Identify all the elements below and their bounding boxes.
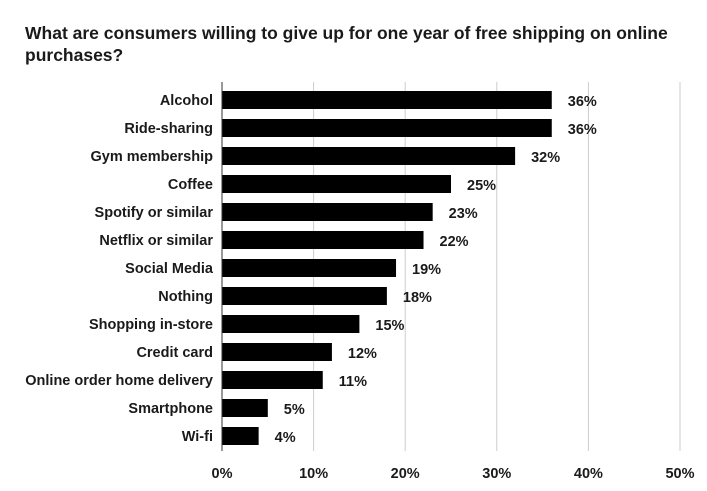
category-label: Social Media: [125, 261, 214, 277]
value-label: 4%: [275, 430, 296, 446]
bar: [222, 287, 387, 305]
value-label: 19%: [412, 262, 441, 278]
category-label: Credit card: [136, 345, 213, 361]
category-label: Spotify or similar: [95, 205, 214, 221]
bar: [222, 147, 516, 165]
x-tick-label: 10%: [299, 466, 328, 482]
bar: [222, 175, 451, 193]
bar: [222, 203, 433, 221]
category-label: Gym membership: [91, 149, 214, 165]
value-label: 22%: [440, 234, 469, 250]
bar: [222, 259, 397, 277]
value-label: 11%: [339, 374, 367, 390]
value-label: 15%: [375, 318, 404, 334]
bar: [222, 427, 259, 445]
value-label: 36%: [568, 94, 597, 110]
category-label: Netflix or similar: [99, 233, 213, 249]
value-label: 25%: [467, 178, 496, 194]
x-tick-label: 50%: [665, 466, 694, 482]
x-tick-label: 20%: [391, 466, 420, 482]
value-label: 12%: [348, 346, 377, 362]
value-label: 18%: [403, 290, 432, 306]
bar: [222, 371, 323, 389]
category-label: Alcohol: [160, 93, 213, 109]
bar: [222, 315, 360, 333]
x-tick-label: 0%: [212, 466, 233, 482]
bar: [222, 119, 552, 137]
value-label: 36%: [568, 122, 597, 138]
bar: [222, 399, 268, 417]
value-label: 23%: [449, 206, 478, 222]
category-label: Wi-fi: [182, 429, 213, 445]
bar: [222, 91, 552, 109]
chart-title: What are consumers willing to give up fo…: [25, 23, 668, 65]
x-tick-label: 40%: [574, 466, 603, 482]
bar: [222, 343, 332, 361]
x-tick-label: 30%: [482, 466, 511, 482]
category-label: Coffee: [168, 177, 213, 193]
category-label: Ride-sharing: [124, 121, 213, 137]
category-label: Nothing: [158, 289, 213, 305]
category-label: Shopping in-store: [89, 317, 213, 333]
value-label: 32%: [531, 150, 560, 166]
bar: [222, 231, 424, 249]
category-label: Smartphone: [128, 401, 213, 417]
category-label: Online order home delivery: [25, 373, 213, 389]
value-label: 5%: [284, 402, 305, 418]
